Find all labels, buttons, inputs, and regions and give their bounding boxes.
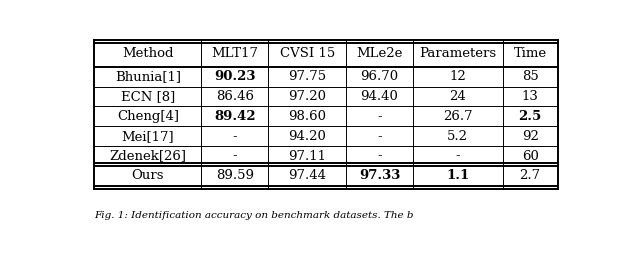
Text: 97.20: 97.20 <box>288 90 326 103</box>
Text: 60: 60 <box>522 150 539 163</box>
Text: -: - <box>377 110 382 123</box>
Text: 97.75: 97.75 <box>288 70 326 83</box>
Text: Cheng[4]: Cheng[4] <box>117 110 179 123</box>
Text: 94.40: 94.40 <box>361 90 399 103</box>
Text: 98.60: 98.60 <box>288 110 326 123</box>
Text: -: - <box>455 150 460 163</box>
Text: Method: Method <box>122 47 174 60</box>
Text: CVSI 15: CVSI 15 <box>279 47 335 60</box>
Text: 1.1: 1.1 <box>446 170 469 182</box>
Text: Time: Time <box>513 47 547 60</box>
Text: Mei[17]: Mei[17] <box>121 130 174 143</box>
Text: 92: 92 <box>522 130 539 143</box>
Text: 97.11: 97.11 <box>288 150 326 163</box>
Text: 96.70: 96.70 <box>361 70 399 83</box>
Text: MLe2e: MLe2e <box>356 47 403 60</box>
Text: -: - <box>232 150 237 163</box>
Text: 85: 85 <box>522 70 539 83</box>
Text: 97.44: 97.44 <box>288 170 326 182</box>
Text: 24: 24 <box>449 90 466 103</box>
Text: MLT17: MLT17 <box>211 47 258 60</box>
Text: Parameters: Parameters <box>419 47 496 60</box>
Text: 2.5: 2.5 <box>518 110 542 123</box>
Text: -: - <box>377 130 382 143</box>
Text: 86.46: 86.46 <box>216 90 254 103</box>
Text: 5.2: 5.2 <box>447 130 468 143</box>
Text: Fig. 1: Identification accuracy on benchmark datasets. The b: Fig. 1: Identification accuracy on bench… <box>94 211 414 220</box>
Text: -: - <box>377 150 382 163</box>
Text: 13: 13 <box>522 90 539 103</box>
Text: Zdenek[26]: Zdenek[26] <box>109 150 186 163</box>
Text: 90.23: 90.23 <box>214 70 256 83</box>
Text: 89.59: 89.59 <box>216 170 254 182</box>
Text: 2.7: 2.7 <box>520 170 541 182</box>
Text: 89.42: 89.42 <box>214 110 256 123</box>
Text: ECN [8]: ECN [8] <box>121 90 175 103</box>
Text: 94.20: 94.20 <box>288 130 326 143</box>
Text: Ours: Ours <box>132 170 164 182</box>
Text: 12: 12 <box>449 70 466 83</box>
Text: 97.33: 97.33 <box>359 170 400 182</box>
Text: 26.7: 26.7 <box>443 110 473 123</box>
Text: -: - <box>232 130 237 143</box>
Text: Bhunia[1]: Bhunia[1] <box>115 70 181 83</box>
